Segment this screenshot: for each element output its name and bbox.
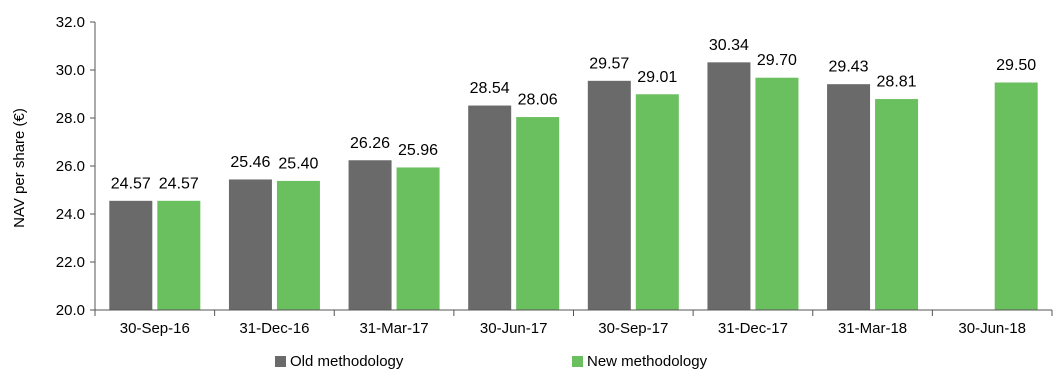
data-label: 25.46 (230, 154, 270, 171)
bar-new-methodology (276, 180, 320, 310)
bar-new-methodology (755, 77, 799, 310)
data-label: 24.57 (111, 175, 151, 192)
bar-old-methodology (827, 84, 871, 310)
x-category-label: 31-Dec-16 (239, 320, 309, 337)
x-category-label: 30-Jun-18 (958, 320, 1026, 337)
bar-old-methodology (707, 62, 751, 310)
data-label: 30.34 (709, 37, 749, 54)
y-tick-label: 32.0 (56, 14, 85, 31)
bar-new-methodology (157, 200, 201, 310)
y-tick-label: 22.0 (56, 254, 85, 271)
y-tick-label: 24.0 (56, 206, 85, 223)
data-label: 26.26 (350, 135, 390, 152)
bar-new-methodology (396, 167, 440, 310)
y-tick-label: 30.0 (56, 62, 85, 79)
x-category-label: 31-Dec-17 (718, 320, 788, 337)
y-tick-label: 28.0 (56, 110, 85, 127)
data-label: 25.96 (398, 142, 438, 159)
x-category-label: 31-Mar-18 (838, 320, 907, 337)
bar-old-methodology (468, 105, 512, 310)
legend-label: New methodology (587, 353, 708, 370)
x-category-label: 30-Sep-17 (598, 320, 668, 337)
x-category-label: 30-Sep-16 (120, 320, 190, 337)
data-label: 24.57 (159, 175, 199, 192)
legend: Old methodology New methodology (275, 353, 708, 370)
x-axis-ticks: 30-Sep-16 31-Dec-16 31-Mar-17 30-Jun-17 30-S… (95, 310, 1052, 337)
data-label: 25.40 (278, 155, 318, 172)
data-label: 29.43 (829, 59, 869, 76)
x-category-label: 31-Mar-17 (359, 320, 428, 337)
legend-swatch (275, 356, 286, 367)
data-label: 29.50 (996, 57, 1036, 74)
data-label: 28.06 (518, 92, 558, 109)
y-tick-label: 26.0 (56, 158, 85, 175)
data-label: 29.70 (757, 52, 797, 69)
bar-new-methodology (635, 94, 679, 310)
bar-series (109, 62, 1038, 310)
bar-old-methodology (348, 160, 392, 310)
bar-old-methodology (109, 200, 153, 310)
bar-old-methodology (228, 179, 272, 310)
data-label: 28.54 (470, 80, 510, 97)
y-tick-label: 20.0 (56, 302, 85, 319)
y-axis-title: NAV per share (€) (11, 108, 28, 228)
bar-new-methodology (516, 117, 560, 310)
bar-new-methodology (875, 99, 919, 310)
data-label: 29.57 (589, 55, 629, 72)
bar-new-methodology (994, 82, 1038, 310)
legend-swatch (572, 356, 583, 367)
data-label: 29.01 (637, 69, 677, 86)
bar-old-methodology (587, 80, 631, 310)
y-axis-ticks: 20.0 22.0 24.0 26.0 28.0 30.0 32.0 (56, 14, 95, 319)
data-label: 28.81 (877, 74, 917, 91)
x-category-label: 30-Jun-17 (480, 320, 548, 337)
legend-label: Old methodology (290, 353, 404, 370)
